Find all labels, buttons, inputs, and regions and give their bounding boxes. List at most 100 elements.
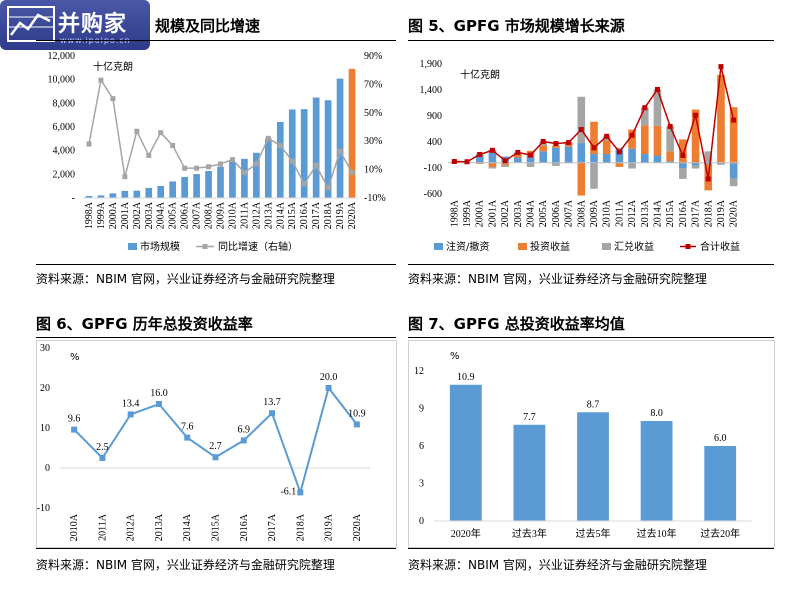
fig5-legend-label-total: 合计收益 bbox=[700, 240, 740, 253]
fig4-x-tick: 2017A bbox=[311, 201, 322, 229]
fig4-x-tick: 2000A bbox=[108, 201, 119, 229]
fig5-legend-marker-total bbox=[685, 244, 691, 249]
fig6-x-tick: 2013A bbox=[154, 513, 165, 541]
fig5-total-point bbox=[693, 112, 699, 118]
fig5-x-tick: 2004A bbox=[526, 199, 537, 227]
fig6-data-label: 13.7 bbox=[263, 397, 281, 408]
fig6-source-rule bbox=[36, 548, 396, 549]
fig5-bar-segment bbox=[640, 107, 649, 126]
fig5-total-point bbox=[502, 158, 508, 164]
fig5-bar-segment bbox=[679, 162, 687, 168]
fig4-bar bbox=[193, 174, 200, 198]
fig4-left-tick: 2,000 bbox=[53, 169, 76, 180]
fig5-bar-segment bbox=[729, 107, 738, 163]
fig5-bar-segment bbox=[704, 151, 713, 163]
fig5-bar-segment bbox=[691, 162, 700, 166]
fig5-bar-segment bbox=[475, 155, 484, 163]
fig5-bar-segment bbox=[666, 161, 674, 163]
fig5-bar-segment bbox=[501, 164, 509, 167]
fig5-bar-segment bbox=[653, 155, 662, 163]
fig6-x-tick: 2019A bbox=[324, 513, 335, 541]
fig4-legend-marker-line bbox=[202, 244, 208, 249]
fig5-bar-segment bbox=[666, 126, 674, 152]
fig5-source: 资料来源：NBIM 官网，兴业证券经济与金融研究院整理 bbox=[408, 272, 707, 286]
fig5-y-tick: 1,900 bbox=[420, 59, 443, 70]
fig4-x-tick: 2010A bbox=[227, 201, 238, 229]
fig5-x-tick: 1998A bbox=[449, 199, 460, 227]
fig5-bar-segment bbox=[717, 74, 725, 163]
fig4-bar bbox=[253, 152, 260, 198]
fig5-bar-segment bbox=[628, 162, 636, 169]
fig7-bar bbox=[513, 424, 546, 521]
fig6-x-tick: 2020A bbox=[352, 513, 363, 541]
fig4-right-tick: -10% bbox=[364, 193, 386, 204]
fig4-right-tick: 30% bbox=[364, 136, 382, 147]
fig5-x-tick: 2010A bbox=[602, 199, 613, 227]
fig6-y-tick: 0 bbox=[45, 463, 50, 474]
fig5-x-tick: 2012A bbox=[627, 199, 638, 227]
fig5-bar-segment bbox=[640, 125, 649, 154]
fig5-bar-segment bbox=[653, 125, 662, 156]
fig5-bar-segment bbox=[488, 149, 497, 163]
fig4-left-tick: 8,000 bbox=[53, 98, 76, 109]
fig4-growth-point bbox=[325, 185, 331, 191]
fig5-bar-segment bbox=[590, 121, 598, 154]
fig5-total-point bbox=[718, 64, 724, 70]
fig5-x-tick: 2000A bbox=[475, 199, 486, 227]
fig4-x-tick: 2018A bbox=[323, 201, 334, 229]
fig5-legend-label-return: 投资收益 bbox=[530, 240, 570, 253]
fig4-x-tick: 2014A bbox=[275, 201, 286, 229]
fig6-x-tick: 2017A bbox=[267, 513, 278, 541]
fig4-bar bbox=[288, 109, 296, 198]
fig5-x-tick: 2017A bbox=[691, 199, 702, 227]
fig5-bar-segment bbox=[475, 162, 484, 164]
fig7-title-rule bbox=[408, 337, 774, 338]
fig5-bar-segment bbox=[488, 162, 497, 167]
fig5-x-tick: 2005A bbox=[538, 199, 549, 227]
fig4-x-tick: 2012A bbox=[251, 201, 262, 229]
fig6-return-point bbox=[184, 434, 191, 441]
fig4-bar bbox=[324, 100, 332, 198]
fig5-total-point bbox=[591, 145, 597, 151]
fig5-x-tick: 2015A bbox=[665, 199, 676, 227]
fig4-growth-point bbox=[158, 130, 164, 136]
fig4-bar bbox=[276, 121, 284, 198]
fig4-unit-label: 十亿克朗 bbox=[93, 60, 133, 73]
fig5-x-tick: 2001A bbox=[487, 199, 498, 227]
fig6-x-tick: 2018A bbox=[295, 513, 306, 541]
fig5-bar-segment bbox=[514, 157, 522, 163]
fig6-data-label: 10.9 bbox=[348, 408, 366, 419]
fig4-growth-point bbox=[337, 148, 343, 154]
fig4-left-tick: 6,000 bbox=[53, 122, 76, 133]
fig5-x-tick: 2018A bbox=[703, 199, 714, 227]
fig4-growth-point bbox=[277, 142, 283, 148]
fig4-bar bbox=[121, 190, 129, 198]
fig6-x-tick: 2011A bbox=[97, 513, 108, 541]
fig4-right-tick: 10% bbox=[364, 165, 382, 176]
fig4-x-tick: 2006A bbox=[180, 201, 191, 229]
fig5-bar-segment bbox=[577, 96, 586, 144]
fig6-return-point bbox=[325, 385, 332, 391]
fig5-total-point bbox=[667, 123, 673, 129]
watermark-logo: 并购家 www.ipoipo.cn bbox=[0, 0, 150, 50]
fig6-y-tick: 10 bbox=[40, 423, 50, 434]
fig6-return-point bbox=[212, 454, 219, 461]
fig6-return-point bbox=[71, 426, 78, 433]
fig5-x-tick: 2003A bbox=[513, 199, 524, 227]
fig4-bar bbox=[145, 187, 153, 198]
fig4-growth-point bbox=[86, 141, 92, 147]
fig4-growth-point bbox=[110, 96, 116, 102]
fig4-growth-point bbox=[206, 164, 212, 170]
fig7-frame bbox=[408, 340, 775, 548]
fig4-chart: 十亿克朗 - 2,000 4,000 6,000 8,000 10,000 12,000 -10… bbox=[48, 51, 386, 253]
fig5-bar-segment bbox=[526, 155, 535, 163]
fig5-bar-segment bbox=[539, 151, 548, 163]
fig6-title: 图 6、GPFG 历年总投资收益率 bbox=[36, 315, 253, 333]
fig6-data-label: -6.1 bbox=[280, 486, 296, 497]
fig7-y-tick: 3 bbox=[419, 479, 424, 490]
fig7-source-rule bbox=[408, 548, 774, 549]
fig4-growth-point bbox=[241, 169, 247, 175]
fig5-total-point bbox=[451, 159, 457, 164]
fig7-x-tick: 过去20年 bbox=[700, 527, 740, 540]
fig4-left-tick: 10,000 bbox=[48, 75, 76, 86]
